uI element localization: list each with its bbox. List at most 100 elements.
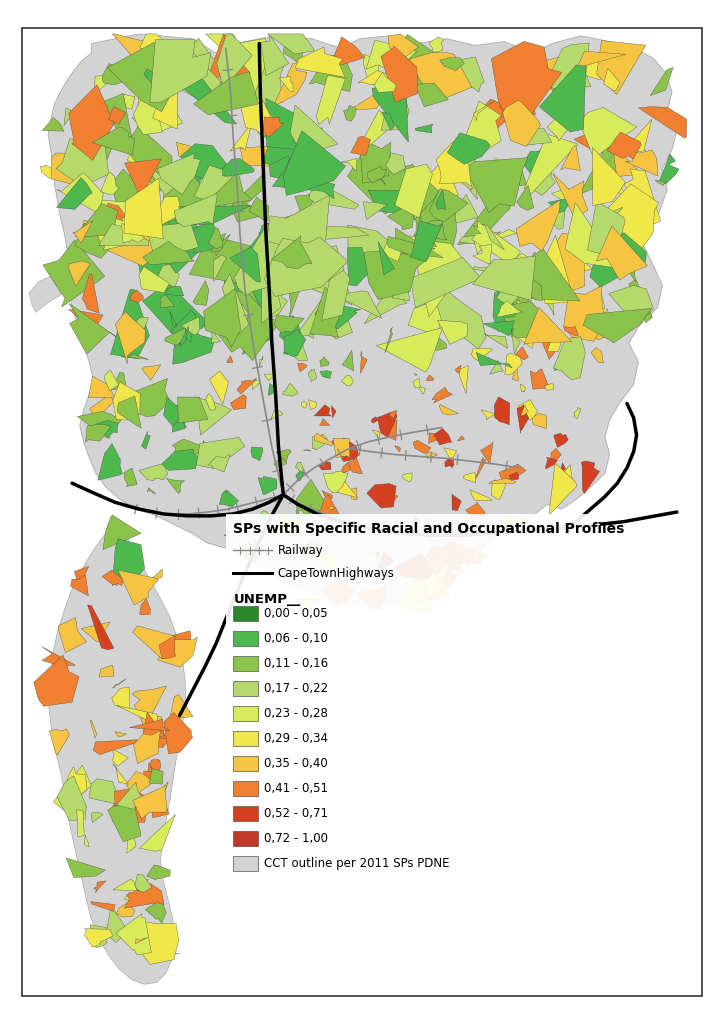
Polygon shape bbox=[143, 242, 195, 265]
Polygon shape bbox=[512, 369, 518, 381]
Polygon shape bbox=[151, 737, 169, 748]
Polygon shape bbox=[125, 159, 161, 195]
Polygon shape bbox=[459, 231, 501, 245]
Polygon shape bbox=[320, 419, 329, 426]
Polygon shape bbox=[547, 334, 562, 351]
Polygon shape bbox=[449, 528, 471, 536]
Polygon shape bbox=[158, 108, 182, 132]
Polygon shape bbox=[150, 40, 211, 102]
Polygon shape bbox=[597, 41, 646, 94]
Polygon shape bbox=[177, 142, 190, 157]
Polygon shape bbox=[395, 554, 433, 580]
Polygon shape bbox=[284, 330, 306, 356]
Polygon shape bbox=[548, 199, 572, 214]
Polygon shape bbox=[58, 617, 86, 652]
Polygon shape bbox=[591, 347, 604, 362]
Polygon shape bbox=[303, 450, 311, 452]
Polygon shape bbox=[569, 304, 581, 321]
Polygon shape bbox=[233, 203, 263, 222]
Polygon shape bbox=[203, 289, 241, 347]
Polygon shape bbox=[264, 237, 348, 296]
Polygon shape bbox=[100, 93, 132, 139]
Polygon shape bbox=[106, 208, 125, 224]
Polygon shape bbox=[132, 785, 167, 819]
Polygon shape bbox=[90, 394, 114, 418]
Polygon shape bbox=[473, 256, 536, 300]
Polygon shape bbox=[143, 771, 156, 781]
Polygon shape bbox=[500, 253, 552, 284]
Polygon shape bbox=[152, 241, 169, 260]
Polygon shape bbox=[425, 452, 437, 459]
Polygon shape bbox=[129, 198, 141, 224]
Polygon shape bbox=[140, 599, 151, 614]
Polygon shape bbox=[117, 379, 170, 417]
Polygon shape bbox=[136, 880, 148, 898]
Polygon shape bbox=[324, 471, 348, 493]
Polygon shape bbox=[180, 50, 201, 72]
Polygon shape bbox=[413, 440, 431, 454]
Polygon shape bbox=[130, 719, 170, 731]
Polygon shape bbox=[488, 160, 515, 204]
Polygon shape bbox=[99, 665, 114, 677]
Polygon shape bbox=[94, 75, 117, 93]
Polygon shape bbox=[500, 464, 526, 481]
Polygon shape bbox=[629, 280, 652, 323]
Polygon shape bbox=[51, 153, 87, 184]
Polygon shape bbox=[143, 712, 165, 737]
Polygon shape bbox=[153, 81, 177, 129]
Polygon shape bbox=[472, 267, 517, 275]
Polygon shape bbox=[138, 70, 168, 106]
Polygon shape bbox=[408, 300, 441, 334]
Polygon shape bbox=[264, 374, 276, 380]
Polygon shape bbox=[83, 273, 99, 313]
Polygon shape bbox=[515, 347, 529, 360]
Polygon shape bbox=[290, 105, 338, 155]
Polygon shape bbox=[473, 100, 495, 121]
Polygon shape bbox=[157, 62, 237, 124]
Polygon shape bbox=[473, 244, 492, 264]
Polygon shape bbox=[81, 622, 110, 642]
Polygon shape bbox=[384, 420, 397, 440]
Polygon shape bbox=[132, 626, 175, 658]
Polygon shape bbox=[134, 730, 161, 764]
Polygon shape bbox=[364, 251, 429, 300]
Polygon shape bbox=[170, 312, 177, 327]
Polygon shape bbox=[167, 478, 185, 494]
Polygon shape bbox=[84, 836, 89, 847]
Polygon shape bbox=[79, 130, 112, 166]
Polygon shape bbox=[274, 458, 287, 467]
Polygon shape bbox=[432, 387, 452, 402]
Polygon shape bbox=[561, 463, 565, 471]
Polygon shape bbox=[351, 84, 391, 110]
Polygon shape bbox=[240, 145, 288, 167]
Polygon shape bbox=[208, 172, 252, 208]
Polygon shape bbox=[122, 223, 145, 243]
Polygon shape bbox=[142, 717, 162, 743]
Polygon shape bbox=[227, 356, 233, 362]
Polygon shape bbox=[111, 290, 149, 358]
Polygon shape bbox=[411, 517, 418, 525]
Polygon shape bbox=[657, 113, 677, 122]
Polygon shape bbox=[198, 440, 210, 464]
Polygon shape bbox=[141, 431, 151, 450]
Polygon shape bbox=[149, 167, 178, 196]
Polygon shape bbox=[236, 304, 248, 329]
Polygon shape bbox=[376, 552, 394, 573]
Polygon shape bbox=[295, 564, 308, 581]
Polygon shape bbox=[132, 686, 167, 727]
Bar bbox=[233, 780, 258, 797]
Polygon shape bbox=[331, 406, 336, 418]
Polygon shape bbox=[377, 412, 397, 437]
Polygon shape bbox=[429, 188, 468, 222]
Polygon shape bbox=[295, 283, 353, 339]
Polygon shape bbox=[295, 471, 303, 481]
Polygon shape bbox=[424, 246, 460, 300]
Polygon shape bbox=[400, 164, 417, 178]
Polygon shape bbox=[444, 447, 457, 458]
Polygon shape bbox=[410, 236, 466, 317]
Polygon shape bbox=[85, 929, 113, 947]
Polygon shape bbox=[551, 449, 561, 460]
Polygon shape bbox=[310, 287, 343, 337]
Polygon shape bbox=[91, 812, 103, 822]
Polygon shape bbox=[168, 157, 206, 201]
